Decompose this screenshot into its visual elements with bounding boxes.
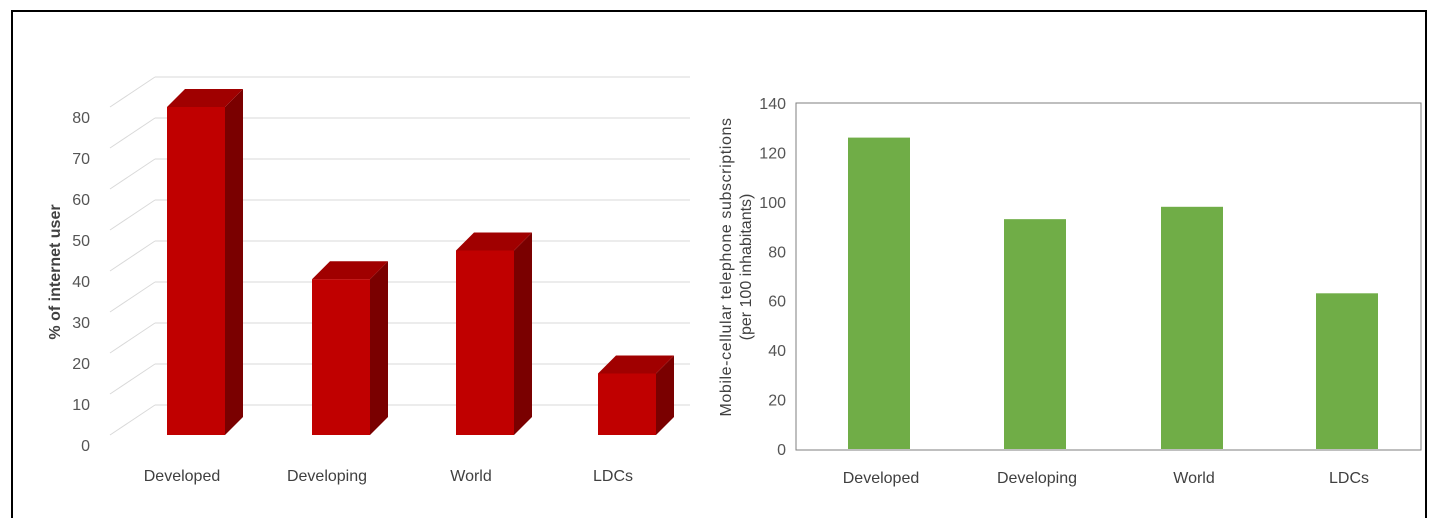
bar-developing: [1004, 219, 1066, 449]
y-tick-label: 20: [768, 393, 786, 410]
x-category-label: World: [450, 468, 492, 485]
x-category-label: Developing: [997, 470, 1077, 487]
internet-users-y-ticks: 0 10 20 30 40 50 60 70 80: [72, 110, 90, 455]
mobile-subscriptions-y-ticks: 0 20 40 60 80 100 120 140: [759, 96, 786, 459]
x-category-label: Developed: [843, 470, 920, 487]
bar-front: [167, 107, 225, 435]
internet-users-y-axis-label: % of internet user: [47, 204, 64, 339]
mobile-subscriptions-chart: 0 20 40 60 80 100 120 140 Developed Developing Wo…: [718, 96, 1422, 487]
internet-users-gridlines: [109, 76, 690, 436]
y-tick-label: 100: [759, 195, 786, 212]
x-category-label: LDCs: [593, 468, 633, 485]
bar-developing: [312, 261, 388, 435]
gridline-depth: [109, 158, 156, 190]
mobile-subscriptions-y-axis-label: Mobile-cellular telephone subscriptions: [718, 117, 735, 416]
y-tick-label: 140: [759, 96, 786, 113]
gridline-depth: [109, 363, 156, 395]
mobile-subscriptions-plot-area: [795, 102, 1422, 451]
gridline-depth: [109, 281, 156, 313]
gridline-depth: [109, 199, 156, 231]
y-tick-label: 50: [72, 233, 90, 250]
y-tick-label: 40: [72, 274, 90, 291]
mobile-subscriptions-y-axis-unit: (per 100 inhabitants): [738, 194, 755, 341]
x-category-label: LDCs: [1329, 470, 1369, 487]
y-tick-label: 70: [72, 151, 90, 168]
gridline-depth: [109, 117, 156, 149]
gridline-depth: [109, 240, 156, 272]
x-category-label: Developed: [144, 468, 221, 485]
internet-users-bars: [167, 89, 674, 435]
bar-ldcs: [1316, 293, 1378, 449]
y-tick-label: 80: [72, 110, 90, 127]
y-tick-label: 40: [768, 343, 786, 360]
y-tick-label: 120: [759, 145, 786, 162]
x-category-label: Developing: [287, 468, 367, 485]
bar-world: [456, 232, 532, 435]
bar-side: [370, 261, 388, 435]
y-tick-label: 80: [768, 244, 786, 261]
bar-side: [225, 89, 243, 435]
y-tick-label: 30: [72, 315, 90, 332]
bar-front: [456, 250, 514, 435]
bar-front: [598, 373, 656, 435]
internet-users-x-labels: Developed Developing World LDCs: [144, 468, 633, 485]
bar-side: [656, 355, 674, 435]
y-tick-label: 60: [72, 192, 90, 209]
bar-top: [167, 89, 243, 107]
bar-front: [312, 279, 370, 435]
bar-developed: [167, 89, 243, 435]
y-tick-label: 10: [72, 397, 90, 414]
gridline-depth: [109, 76, 156, 108]
bar-ldcs: [598, 355, 674, 435]
y-tick-label: 0: [777, 442, 786, 459]
internet-users-chart: 0 10 20 30 40 50 60 70 80 Developed Developing Wor…: [47, 76, 690, 485]
bar-world: [1161, 206, 1223, 449]
y-tick-label: 60: [768, 294, 786, 311]
bar-top: [312, 261, 388, 280]
gridline-depth: [109, 322, 156, 354]
mobile-subscriptions-x-labels: Developed Developing World LDCs: [843, 470, 1369, 487]
bar-side: [514, 232, 532, 435]
bar-top: [598, 355, 674, 374]
gridline-depth: [109, 404, 156, 436]
y-tick-label: 20: [72, 356, 90, 373]
y-tick-label: 0: [81, 438, 90, 455]
x-category-label: World: [1173, 470, 1215, 487]
mobile-subscriptions-bars: [848, 137, 1378, 449]
bar-top: [456, 232, 532, 251]
bar-developed: [848, 137, 910, 449]
